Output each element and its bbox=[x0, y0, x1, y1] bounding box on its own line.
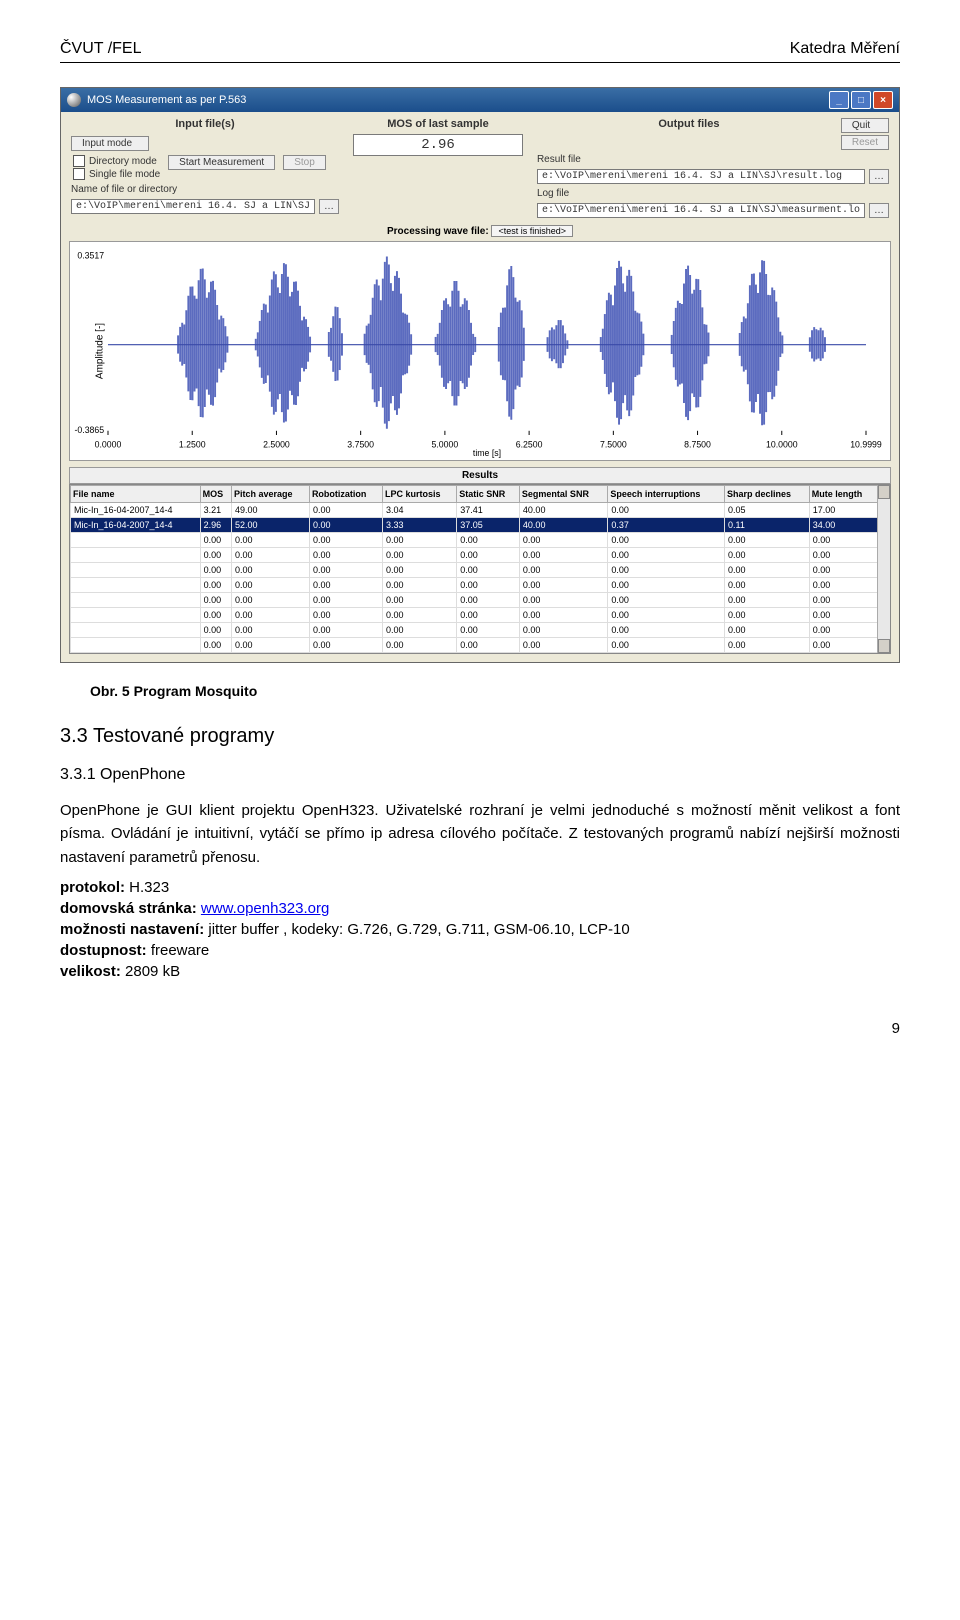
kv-size: velikost: 2809 kB bbox=[60, 963, 900, 980]
output-section-head: Output files bbox=[537, 118, 841, 130]
kv-homepage: domovská stránka: www.openh323.org bbox=[60, 900, 900, 917]
svg-text:0.0000: 0.0000 bbox=[95, 439, 122, 449]
input-section-head: Input file(s) bbox=[71, 118, 339, 130]
header-left: ČVUT /FEL bbox=[60, 40, 142, 58]
table-row[interactable]: Mic-In_16-04-2007_14-43.2149.000.003.043… bbox=[71, 503, 878, 518]
figure-caption: Obr. 5 Program Mosquito bbox=[90, 683, 900, 699]
input-path-field[interactable]: e:\VoIP\mereni\mereni 16.4. SJ a LIN\SJ bbox=[71, 199, 315, 214]
svg-text:-0.3865: -0.3865 bbox=[74, 425, 104, 435]
mos-panel: MOS of last sample 2.96 bbox=[353, 118, 523, 156]
page-number: 9 bbox=[60, 1020, 900, 1037]
start-button[interactable]: Start Measurement bbox=[168, 155, 275, 170]
page-header: ČVUT /FEL Katedra Měření bbox=[60, 40, 900, 58]
kv-protocol: protokol: H.323 bbox=[60, 879, 900, 896]
app-window: MOS Measurement as per P.563 _ □ × Input… bbox=[60, 87, 900, 663]
table-row[interactable]: 0.000.000.000.000.000.000.000.000.00 bbox=[71, 608, 878, 623]
maximize-button[interactable]: □ bbox=[851, 91, 871, 109]
homepage-link[interactable]: www.openh323.org bbox=[201, 900, 329, 917]
header-rule bbox=[60, 62, 900, 63]
svg-text:10.9999: 10.9999 bbox=[850, 439, 882, 449]
browse-log-button[interactable]: … bbox=[869, 203, 889, 218]
table-row[interactable]: 0.000.000.000.000.000.000.000.000.00 bbox=[71, 533, 878, 548]
section-heading: 3.3 Testované programy bbox=[60, 725, 900, 748]
input-mode-button[interactable]: Input mode bbox=[71, 136, 149, 151]
results-header: Results bbox=[69, 467, 891, 484]
svg-text:8.7500: 8.7500 bbox=[684, 439, 711, 449]
processing-status: <test is finished> bbox=[491, 225, 573, 237]
quit-button[interactable]: Quit bbox=[841, 118, 889, 133]
table-row[interactable]: 0.000.000.000.000.000.000.000.000.00 bbox=[71, 593, 878, 608]
svg-text:time [s]: time [s] bbox=[473, 448, 501, 458]
svg-text:7.5000: 7.5000 bbox=[600, 439, 627, 449]
reset-button[interactable]: Reset bbox=[841, 135, 889, 150]
processing-row: Processing wave file: <test is finished> bbox=[61, 222, 899, 241]
stop-button[interactable]: Stop bbox=[283, 155, 326, 170]
output-panel: Output files Quit Reset Result file e:\V… bbox=[537, 118, 889, 218]
svg-text:10.0000: 10.0000 bbox=[766, 439, 798, 449]
browse-input-button[interactable]: … bbox=[319, 199, 339, 214]
single-file-mode-check[interactable]: Single file mode bbox=[73, 168, 160, 180]
table-row[interactable]: 0.000.000.000.000.000.000.000.000.00 bbox=[71, 578, 878, 593]
svg-text:5.0000: 5.0000 bbox=[432, 439, 459, 449]
minimize-button[interactable]: _ bbox=[829, 91, 849, 109]
app-icon bbox=[67, 93, 81, 107]
table-row[interactable]: 0.000.000.000.000.000.000.000.000.00 bbox=[71, 563, 878, 578]
table-row[interactable]: 0.000.000.000.000.000.000.000.000.00 bbox=[71, 548, 878, 563]
directory-mode-check[interactable]: Directory mode bbox=[73, 155, 160, 167]
file-name-label: Name of file or directory bbox=[71, 184, 339, 195]
mos-value: 2.96 bbox=[353, 134, 523, 156]
svg-text:1.2500: 1.2500 bbox=[179, 439, 206, 449]
processing-label: Processing wave file: bbox=[387, 226, 489, 237]
app-title: MOS Measurement as per P.563 bbox=[87, 94, 246, 106]
close-button[interactable]: × bbox=[873, 91, 893, 109]
svg-text:0.3517: 0.3517 bbox=[77, 250, 104, 260]
subsection-heading: 3.3.1 OpenPhone bbox=[60, 766, 900, 784]
header-right: Katedra Měření bbox=[790, 40, 900, 58]
result-path-field[interactable]: e:\VoIP\mereni\mereni 16.4. SJ a LIN\SJ\… bbox=[537, 169, 865, 184]
kv-options: možnosti nastavení: jitter buffer , kode… bbox=[60, 921, 900, 938]
table-row[interactable]: Mic-In_16-04-2007_14-42.9652.000.003.333… bbox=[71, 518, 878, 533]
results-table[interactable]: File nameMOSPitch averageRobotizationLPC… bbox=[70, 485, 878, 653]
table-row[interactable]: 0.000.000.000.000.000.000.000.000.00 bbox=[71, 623, 878, 638]
waveform-ylabel: Amplitude [-] bbox=[95, 323, 106, 379]
browse-result-button[interactable]: … bbox=[869, 169, 889, 184]
input-panel: Input file(s) Input mode Directory mode … bbox=[71, 118, 339, 214]
result-file-label: Result file bbox=[537, 154, 889, 165]
mos-label: MOS of last sample bbox=[353, 118, 523, 130]
log-file-label: Log file bbox=[537, 188, 889, 199]
body-paragraph: OpenPhone je GUI klient projektu OpenH32… bbox=[60, 799, 900, 869]
svg-text:6.2500: 6.2500 bbox=[516, 439, 543, 449]
svg-text:2.5000: 2.5000 bbox=[263, 439, 290, 449]
table-row[interactable]: 0.000.000.000.000.000.000.000.000.00 bbox=[71, 638, 878, 653]
log-path-field[interactable]: e:\VoIP\mereni\mereni 16.4. SJ a LIN\SJ\… bbox=[537, 203, 865, 218]
waveform-plot: Amplitude [-] 0.3517 -0.3865 0.0000 1.2500 2… bbox=[69, 241, 891, 461]
svg-text:3.7500: 3.7500 bbox=[347, 439, 374, 449]
scrollbar[interactable] bbox=[877, 485, 890, 653]
titlebar[interactable]: MOS Measurement as per P.563 _ □ × bbox=[61, 88, 899, 112]
results-table-wrap: File nameMOSPitch averageRobotizationLPC… bbox=[69, 484, 891, 654]
kv-availability: dostupnost: freeware bbox=[60, 942, 900, 959]
